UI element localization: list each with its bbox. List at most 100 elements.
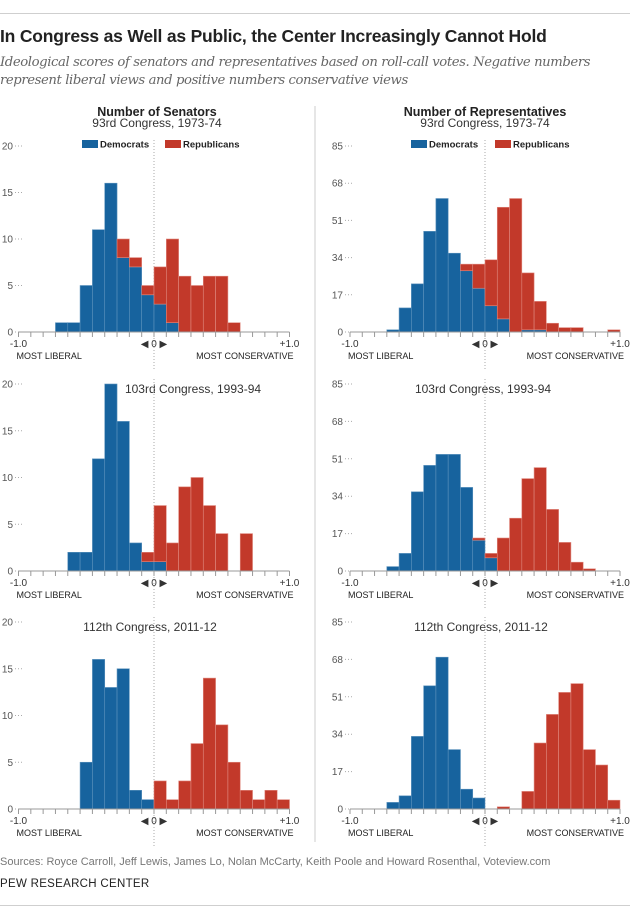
bar-democrats: [398, 307, 412, 333]
bar-republicans: [202, 275, 216, 333]
bar-republicans: [141, 285, 155, 296]
bar-republicans: [533, 467, 547, 572]
bar-democrats: [423, 231, 437, 333]
bar-democrats: [435, 454, 449, 572]
bar-democrats: [398, 553, 412, 572]
bar-republicans: [521, 272, 535, 331]
bar-democrats: [79, 285, 93, 333]
legend-swatch-republicans: [165, 140, 181, 148]
x-tick-label: -1.0: [10, 339, 28, 350]
x-tick-label: ◀ 0 ▶: [472, 816, 499, 827]
bar-republicans: [472, 263, 486, 289]
bar-republicans: [496, 206, 510, 320]
y-tick-label: 20: [2, 142, 14, 153]
x-caption-conservative: MOST CONSERVATIVE: [196, 351, 293, 361]
y-tick-label: 0: [7, 805, 13, 816]
bar-democrats: [386, 802, 400, 810]
bar-democrats: [447, 252, 461, 333]
x-caption-conservative: MOST CONSERVATIVE: [527, 351, 624, 361]
y-tick-label: 0: [7, 328, 13, 339]
panel-title: 93rd Congress, 1973-74: [92, 116, 222, 130]
bar-republicans: [190, 743, 204, 810]
bar-republicans: [509, 198, 523, 333]
bar-republicans: [546, 322, 559, 333]
bar-democrats: [153, 561, 167, 572]
bar-democrats: [472, 539, 486, 572]
panel-house-1: 103rd Congress, 1993-94 0 17 34 51 68 85 -1.0 ◀ …: [332, 379, 630, 609]
bar-republicans: [153, 780, 167, 810]
bar-republicans: [227, 322, 241, 333]
y-tick-label: 0: [337, 805, 343, 816]
bar-democrats: [129, 789, 142, 810]
y-tick-label: 17: [332, 290, 344, 301]
bar-republicans: [509, 517, 523, 572]
bar-democrats: [460, 788, 474, 810]
y-tick-label: 5: [7, 520, 13, 531]
bar-republicans: [521, 791, 535, 810]
bar-republicans: [239, 789, 253, 810]
x-caption-liberal: MOST LIBERAL: [17, 351, 82, 361]
bar-democrats: [411, 736, 424, 810]
panel-title: 112th Congress, 2011-12: [83, 620, 217, 634]
bar-republicans: [116, 238, 130, 258]
bar-republicans: [546, 714, 559, 810]
bar-democrats: [472, 287, 486, 333]
y-tick-label: 0: [337, 567, 343, 578]
x-tick-label: -1.0: [341, 339, 359, 350]
bar-democrats: [116, 421, 130, 572]
bar-democrats: [141, 799, 155, 810]
y-tick-label: 5: [7, 758, 13, 769]
bar-democrats: [460, 487, 474, 572]
y-tick-label: 51: [332, 454, 344, 465]
panel-title: 112th Congress, 2011-12: [414, 620, 548, 634]
bar-democrats: [67, 322, 81, 333]
y-tick-label: 34: [332, 730, 344, 741]
bar-republicans: [202, 677, 216, 810]
y-tick-label: 34: [332, 492, 344, 503]
bar-republicans: [570, 683, 584, 810]
bar-republicans: [533, 301, 547, 331]
y-tick-label: 20: [2, 618, 14, 629]
bar-democrats: [411, 283, 424, 333]
x-tick-label: -1.0: [10, 816, 28, 827]
bar-democrats: [447, 454, 461, 572]
legend-label-republicans: Republicans: [513, 140, 570, 151]
y-tick-label: 51: [332, 216, 344, 227]
x-caption-conservative: MOST CONSERVATIVE: [527, 828, 624, 838]
bar-republicans: [190, 285, 204, 333]
bar-democrats: [104, 182, 118, 333]
x-caption-conservative: MOST CONSERVATIVE: [527, 590, 624, 600]
y-tick-label: 68: [332, 179, 344, 190]
panel-title: 93rd Congress, 1973-74: [420, 116, 550, 130]
bar-democrats: [484, 557, 498, 572]
bar-democrats: [423, 465, 437, 572]
bar-republicans: [129, 257, 142, 268]
bar-republicans: [153, 505, 167, 562]
x-tick-label: +1.0: [280, 578, 300, 589]
bar-republicans: [533, 742, 547, 810]
bar-republicans: [496, 537, 510, 572]
bar-democrats: [141, 294, 155, 333]
bar-republicans: [215, 275, 229, 333]
y-tick-label: 10: [2, 235, 14, 246]
bar-republicans: [227, 761, 241, 810]
x-tick-label: ◀ 0 ▶: [141, 339, 168, 350]
bar-democrats: [67, 551, 81, 572]
bar-republicans: [264, 789, 278, 810]
bar-republicans: [252, 799, 266, 810]
y-tick-label: 15: [2, 426, 14, 437]
bar-democrats: [435, 656, 449, 810]
bar-democrats: [116, 668, 130, 810]
bar-republicans: [202, 505, 216, 572]
legend-label-democrats: Democrats: [100, 140, 149, 151]
y-tick-label: 17: [332, 529, 344, 540]
bar-republicans: [153, 266, 167, 305]
bar-democrats: [79, 761, 93, 810]
legend-swatch-republicans: [495, 140, 511, 148]
y-tick-label: 68: [332, 655, 344, 666]
bar-democrats: [141, 561, 155, 572]
sources-note: Sources: Royce Carroll, Jeff Lewis, Jame…: [0, 856, 551, 868]
bar-republicans: [166, 799, 179, 810]
bar-democrats: [447, 749, 461, 810]
